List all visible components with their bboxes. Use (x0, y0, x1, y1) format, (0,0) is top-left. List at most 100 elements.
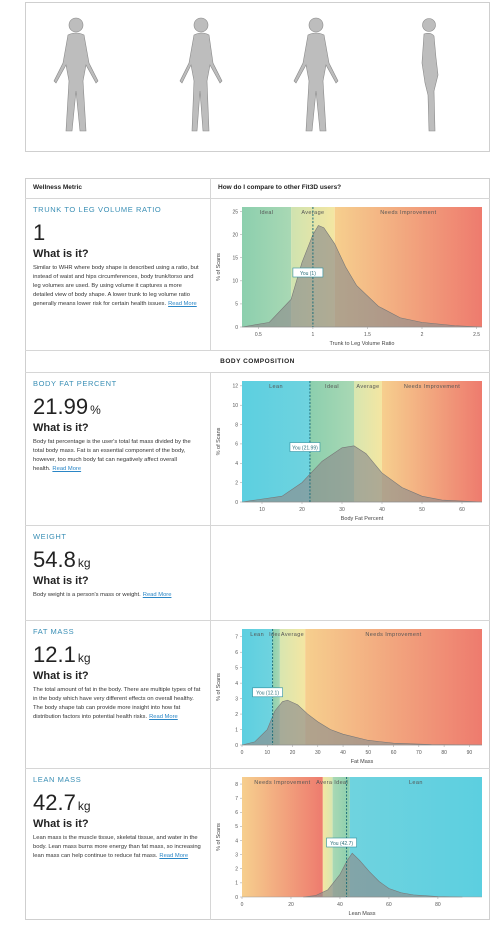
read-more-link[interactable]: Read More (149, 714, 178, 720)
x-tick-label: 0 (241, 902, 244, 908)
x-tick-label: 1 (312, 332, 315, 338)
y-tick-label: 0 (235, 743, 238, 749)
y-tick-label: 1 (235, 727, 238, 733)
y-tick-label: 2 (235, 867, 238, 873)
metric-value: 21.99 (33, 394, 89, 419)
metric-question: What is it? (33, 422, 89, 434)
read-more-link[interactable]: Read More (52, 466, 82, 472)
x-tick-label: 20 (288, 902, 294, 908)
zone-label: Needs Improvement (254, 780, 310, 786)
y-tick-label: 7 (235, 635, 238, 641)
x-tick-label: 30 (315, 750, 321, 756)
metric-description: The total amount of fat in the body. The… (33, 687, 201, 720)
y-axis-label: % of Scans (216, 673, 222, 701)
chart-cell: Lean Ideal Average Needs Improvement 0 1 2 3 4 5 6… (210, 620, 490, 768)
metric-question: What is it? (33, 670, 89, 682)
x-tick-label: 40 (340, 750, 346, 756)
x-tick-label: 70 (416, 750, 422, 756)
distribution-curve (241, 699, 483, 746)
read-more-link[interactable]: Read More (159, 853, 189, 859)
x-tick-label: 80 (441, 750, 447, 756)
y-tick-label: 0 (235, 895, 238, 901)
y-tick-label: 0 (235, 500, 238, 506)
x-tick-label: 0 (241, 750, 244, 756)
figure-angle (179, 17, 223, 132)
distribution-curve (241, 445, 483, 503)
y-tick-label: 0 (235, 325, 238, 331)
zone-band (322, 777, 333, 897)
chart-cell: Ideal Average Needs Improvement 0 5 10 15 20 25 0… (210, 198, 490, 350)
x-axis-label: Fat Mass (351, 759, 374, 765)
column-header: How do I compare to other Fit3D users? (218, 184, 342, 191)
metric-description-block: Body fat percentage is the user's total … (33, 438, 202, 474)
y-tick-label: 4 (235, 838, 238, 844)
zone-band (272, 629, 280, 745)
distribution-chart: Lean Ideal Average Needs Improvement 0 2 4 6 8 10… (216, 381, 483, 522)
metric-description: Similar to WHR where body shape is descr… (33, 265, 199, 307)
user-marker-label: You (21.99) (292, 445, 318, 451)
metric-description-block: Lean mass is the muscle tissue, skeletal… (33, 834, 202, 861)
figure-front (53, 17, 99, 132)
y-tick-label: 8 (235, 782, 238, 788)
zone-label: Average (301, 210, 324, 216)
column-header: Wellness Metric (33, 184, 83, 191)
y-tick-label: 1 (235, 881, 238, 887)
x-tick-label: 90 (467, 750, 473, 756)
y-tick-label: 6 (235, 442, 238, 448)
metric-title: WEIGHT (33, 532, 67, 541)
zone-band (382, 381, 482, 502)
y-axis-label: % of Scans (216, 427, 222, 455)
x-tick-label: 40 (337, 902, 343, 908)
x-axis-label: Lean Mass (349, 911, 376, 917)
distribution-chart: Ideal Average Needs Improvement 0 5 10 15 20 25 0… (216, 207, 483, 347)
y-tick-label: 12 (232, 384, 238, 390)
chart-cell (210, 525, 490, 620)
x-tick-label: 80 (435, 902, 441, 908)
user-marker-label: You (12.1) (256, 691, 279, 697)
distribution-curve (303, 852, 463, 898)
chart-cell: Needs Improvement Average Ideal Lean 0 1 2 3 4 5 6… (210, 768, 490, 920)
y-tick-label: 8 (235, 422, 238, 428)
y-tick-label: 7 (235, 796, 238, 802)
zone-label: Lean (269, 384, 283, 390)
distribution-curve (241, 225, 483, 328)
y-axis-label: % of Scans (216, 823, 222, 851)
x-tick-label: 20 (290, 750, 296, 756)
metric-cell: WEIGHT 54.8 kg What is it? Body weight is a … (25, 525, 210, 620)
y-tick-label: 5 (235, 302, 238, 308)
read-more-link[interactable]: Read More (168, 301, 197, 307)
zone-label: Needs Improvement (380, 210, 436, 216)
metric-title: FAT MASS (33, 627, 75, 636)
x-tick-label: 10 (264, 750, 270, 756)
y-tick-label: 3 (235, 852, 238, 858)
y-tick-label: 5 (235, 665, 238, 671)
y-axis-label: % of Scans (216, 253, 222, 281)
metric-value-line: 1 (33, 220, 202, 246)
figure-back (293, 17, 339, 132)
metric-value-line: 54.8 kg (33, 547, 202, 573)
body-figures (53, 17, 439, 132)
figure-side (421, 18, 439, 132)
metric-unit: kg (77, 556, 91, 570)
metric-unit: kg (77, 651, 91, 665)
x-axis-label: Trunk to Leg Volume Ratio (330, 341, 395, 347)
user-marker-box (252, 687, 283, 698)
zone-band (305, 629, 482, 745)
metric-cell: LEAN MASS 42.7 kg What is it? Lean mass is t… (25, 768, 210, 920)
read-more-link[interactable]: Read More (142, 592, 172, 598)
metric-value-line: 12.1 kg (33, 642, 202, 668)
metric-description: Body fat percentage is the user's total … (33, 439, 191, 472)
x-tick-label: 10 (259, 507, 265, 513)
zone-label: Average (356, 384, 379, 390)
y-tick-label: 6 (235, 650, 238, 656)
metric-title: BODY FAT PERCENT (33, 379, 117, 388)
metric-question: What is it? (33, 818, 89, 830)
metric-cell: FAT MASS 12.1 kg What is it? The total amoun… (25, 620, 210, 768)
metric-description: Body weight is a person's mass or weight… (33, 592, 141, 598)
user-marker-box (289, 442, 321, 452)
zone-label: Ideal (334, 780, 348, 786)
metric-value: 42.7 (33, 790, 76, 815)
zone-label: Ideal (269, 632, 283, 638)
